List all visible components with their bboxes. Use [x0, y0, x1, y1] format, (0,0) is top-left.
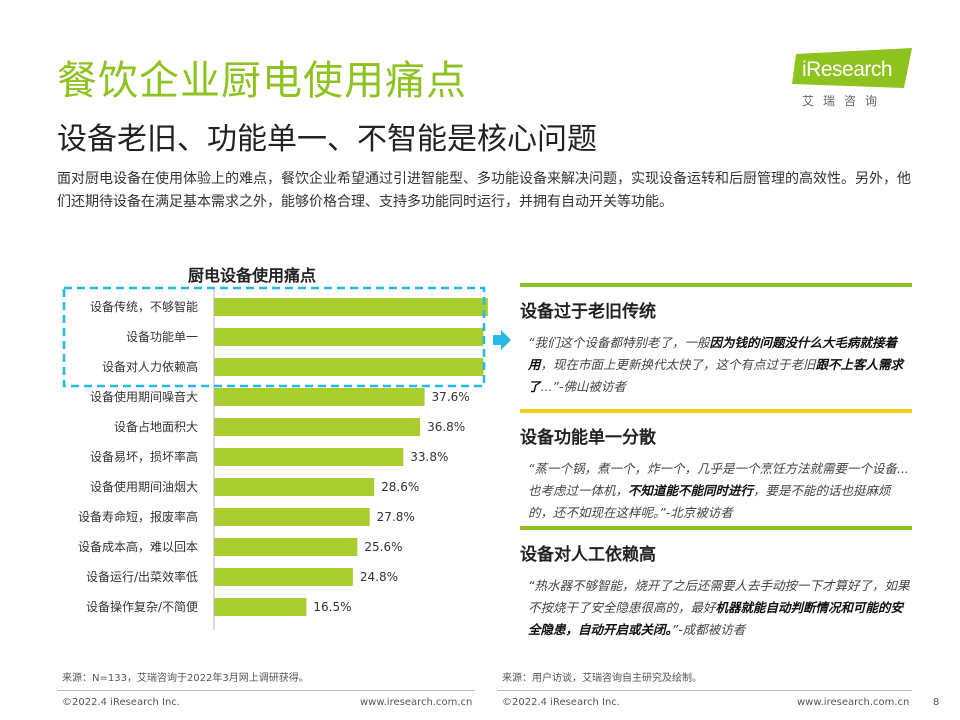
value-label: 25.6% [364, 540, 402, 554]
category-label: 设备运行/出菜效率低 [86, 569, 198, 584]
bar-7 [214, 508, 370, 526]
bar-9 [214, 568, 353, 586]
quote-emphasis: 不知道能不能同时进行 [628, 483, 754, 498]
panel-quote: “蒸一个锅，煮一个，炸一个，几乎是一个烹饪方法就需要一个设备...也考虑过一体机… [520, 458, 912, 524]
category-label: 设备传统，不够智能 [90, 299, 198, 314]
panel-heading: 设备对人工依赖高 [520, 545, 656, 565]
page-number: 8 [933, 697, 940, 708]
bar-5 [214, 448, 404, 466]
bar-4 [214, 418, 421, 436]
panel-quote: “热水器不够智能，烧开了之后还需要人去手动按一下才算好了，如果不按烧干了安全隐患… [520, 575, 912, 641]
chart-title: 厨电设备使用痛点 [188, 266, 317, 285]
category-label: 设备使用期间油烟大 [90, 479, 198, 494]
panel-heading: 设备过于老旧传统 [520, 302, 656, 322]
panel-labor-dependency: 设备对人工依赖高 “热水器不够智能，烧开了之后还需要人去手动按一下才算好了，如果… [520, 526, 912, 641]
source-note-left: 来源：N=133，艾瑞咨询于2022年3月网上调研获得。 [62, 673, 309, 684]
bar-3 [214, 388, 425, 406]
quote-text: “我们这个设备都特别老了，一般 [528, 335, 710, 350]
category-label: 设备功能单一 [126, 330, 198, 344]
category-label: 设备对人力依赖高 [102, 359, 198, 374]
value-label: 27.8% [377, 510, 415, 524]
quote-text: ，现在市面上更新换代太快了，这个有点过于老旧 [540, 357, 816, 372]
quote-emphasis: 因为钱的问题没什么大毛病就接着用 [528, 335, 897, 372]
panel-heading: 设备功能单一分散 [520, 428, 656, 448]
logo-badge-shape [792, 48, 912, 88]
value-label: 37.6% [432, 390, 470, 404]
panel-top-bar [520, 409, 912, 413]
quote-text: ...”-佛山被访者 [540, 379, 626, 394]
quote-text: “蒸一个锅，煮一个，炸一个，几乎是一个烹饪方法就需要一个设备...也考虑过一体机… [528, 461, 909, 498]
logo-cn-text: 艾瑞咨询 [802, 94, 887, 108]
bar-2 [214, 358, 484, 376]
pain-points-bar-chart: 设备传统，不够智能48.9%设备功能单一48.1%设备对人力依赖高48.1%设备… [62, 286, 488, 630]
footer-url-right: www.iresearch.com.cn [797, 697, 910, 708]
panel-single-function: 设备功能单一分散 “蒸一个锅，煮一个，炸一个，几乎是一个烹饪方法就需要一个设备.… [520, 409, 912, 524]
page-subtitle: 设备老旧、功能单一、不智能是核心问题 [57, 122, 597, 157]
value-label: 36.8% [427, 420, 465, 434]
iresearch-logo: iResearch 艾瑞咨询 [792, 48, 916, 110]
bar-1 [214, 328, 484, 346]
panel-top-bar [520, 526, 912, 530]
value-label: 33.8% [410, 450, 448, 464]
value-label: 16.5% [313, 600, 351, 614]
quote-emphasis: 机器就能自动判断情况和可能的安全隐患，自动开启或关闭。 [528, 600, 904, 637]
bar-0 [214, 298, 488, 316]
bar-8 [214, 538, 358, 556]
footer-url-left: www.iresearch.com.cn [360, 697, 473, 708]
source-note-right: 来源：用户访谈，艾瑞咨询自主研究及绘制。 [502, 673, 702, 684]
category-label: 设备寿命短，报废率高 [78, 509, 198, 524]
footer-copyright-right: ©2022.4 iResearch Inc. [502, 697, 620, 708]
category-label: 设备成本高，难以回本 [78, 539, 198, 554]
panel-old-equipment: 设备过于老旧传统 “我们这个设备都特别老了，一般因为钱的问题没什么大毛病就接着用… [520, 283, 912, 398]
quote-text: ”-成都被访者 [671, 622, 746, 637]
footer-copyright-left: ©2022.4 iResearch Inc. [62, 697, 180, 708]
arrow-right-icon [493, 330, 511, 350]
highlight-box [62, 286, 486, 388]
quote-emphasis: 跟不上客人需求了 [528, 357, 904, 394]
category-label: 设备使用期间噪音大 [90, 389, 198, 404]
quote-text: “热水器不够智能，烧开了之后还需要人去手动按一下才算好了，如果不按烧干了安全隐患… [528, 578, 910, 615]
footer-divider-right [497, 690, 912, 691]
bar-6 [214, 478, 375, 496]
intro-paragraph: 面对厨电设备在使用体验上的难点，餐饮企业希望通过引进智能型、多功能设备来解决问题… [57, 171, 911, 210]
footer-divider-left [57, 690, 475, 691]
category-label: 设备占地面积大 [114, 419, 198, 434]
page-title: 餐饮企业厨电使用痛点 [57, 58, 467, 104]
category-label: 设备操作复杂/不简便 [86, 599, 198, 614]
bar-10 [214, 598, 307, 616]
logo-text: iResearch [802, 58, 893, 81]
value-label: 24.8% [360, 570, 398, 584]
value-label: 28.6% [381, 480, 419, 494]
panel-top-bar [520, 283, 912, 287]
quote-text: ，要是不能的话也挺麻烦的，还不如现在这样呢。”-北京被访者 [528, 483, 891, 520]
category-label: 设备易坏，损坏率高 [90, 449, 198, 464]
panel-quote: “我们这个设备都特别老了，一般因为钱的问题没什么大毛病就接着用，现在市面上更新换… [520, 332, 912, 398]
